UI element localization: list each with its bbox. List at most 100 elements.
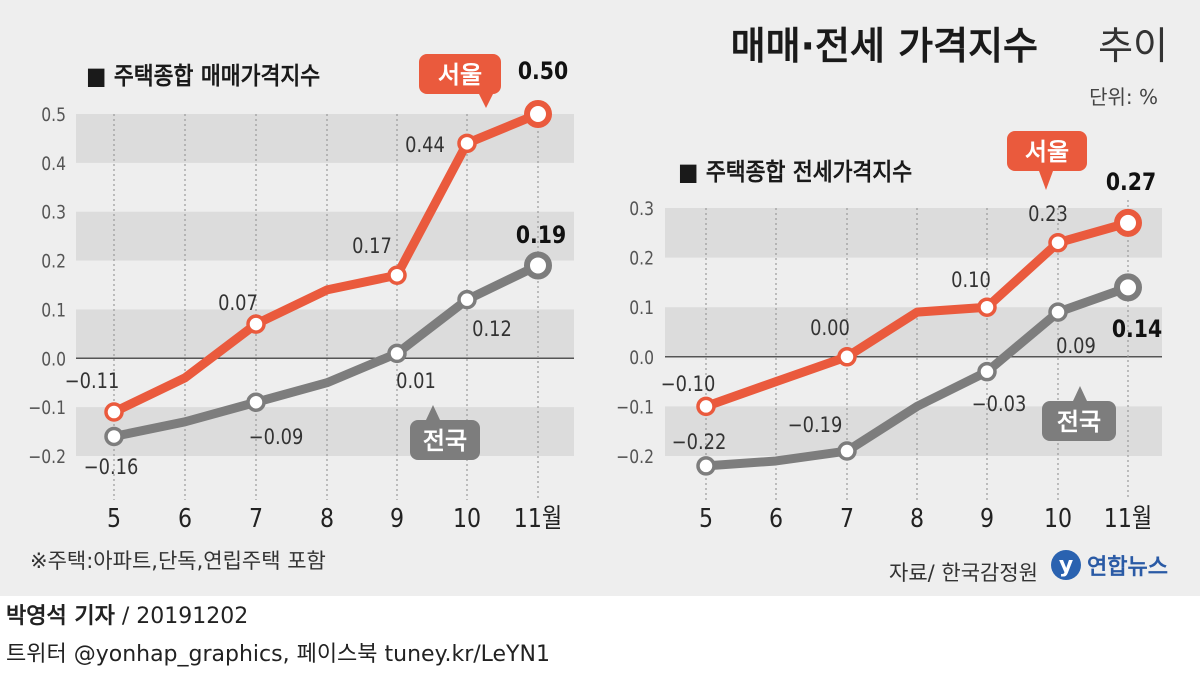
grid-band xyxy=(76,309,574,359)
page-title-bold: 매매·전세 가격지수 xyxy=(731,24,1038,68)
badge-box xyxy=(1042,401,1116,441)
jeonse-price-chart: 0.3 0.2 0.1 0.0 −0.1 −0.2 5 6 7 8 9 10 11월 ■ 주택종합 전세가… xyxy=(616,131,1162,533)
data-point-marker xyxy=(457,133,477,154)
y-tick-label: 0.3 xyxy=(41,202,66,224)
badge-label: 전국 xyxy=(423,427,467,455)
national-badge: 전국 xyxy=(1042,386,1116,441)
seoul-badge: 서울 xyxy=(419,54,501,108)
x-tick-label: 9 xyxy=(390,503,404,533)
badge-label: 서울 xyxy=(438,61,482,89)
y-tick-label: −0.1 xyxy=(28,398,66,420)
y-tick-label: 0.0 xyxy=(629,347,654,369)
grid-band xyxy=(76,211,574,261)
data-label: 0.19 xyxy=(516,221,566,249)
badge-label: 서울 xyxy=(1025,138,1069,166)
data-label: 0.07 xyxy=(218,291,258,316)
data-label: 0.27 xyxy=(1106,168,1156,196)
data-label: 0.17 xyxy=(352,234,392,259)
data-label: 0.10 xyxy=(951,268,991,293)
data-point-marker xyxy=(696,456,716,476)
data-label: 0.44 xyxy=(405,133,445,158)
data-label: 0.14 xyxy=(1112,315,1162,343)
badge-label: 전국 xyxy=(1057,408,1101,436)
x-tick-label: 5 xyxy=(699,503,713,533)
seoul-badge: 서울 xyxy=(1007,131,1087,190)
y-tick-label: 0.0 xyxy=(41,349,66,371)
social-links: 트위터 @yonhap_graphics, 페이스북 tuney.kr/LeYN… xyxy=(6,642,550,667)
source-label: 자료/ 한국감정원 xyxy=(889,561,1038,585)
data-point-marker xyxy=(524,100,552,128)
data-point-marker xyxy=(1048,302,1068,322)
unit-label: 단위: % xyxy=(1089,85,1158,109)
y-tick-label: 0.1 xyxy=(629,298,654,320)
badge-pointer xyxy=(479,94,493,108)
y-tick-label: −0.1 xyxy=(616,397,654,419)
x-tick-label: 8 xyxy=(910,503,924,533)
y-tick-label: −0.2 xyxy=(616,447,654,469)
data-point-marker xyxy=(246,392,266,413)
y-tick-label: 0.2 xyxy=(41,251,66,273)
data-point-marker xyxy=(1048,232,1068,253)
data-point-marker xyxy=(104,402,124,422)
x-tick-label: 6 xyxy=(769,503,783,533)
badge-pointer xyxy=(426,405,440,420)
x-tick-label: 9 xyxy=(980,503,994,533)
data-point-marker xyxy=(977,297,997,317)
byline-date: / 20191202 xyxy=(121,604,249,629)
y-tick-label: 0.2 xyxy=(629,248,654,270)
x-tick-label: 11월 xyxy=(514,503,562,533)
data-point-marker xyxy=(387,343,407,364)
data-point-marker xyxy=(1114,273,1142,302)
badge-box xyxy=(410,420,480,460)
y-tick-label: 0.4 xyxy=(41,153,66,175)
data-label: −0.19 xyxy=(788,413,843,438)
footnote: ※주택:아파트,단독,연립주택 포함 xyxy=(30,549,326,573)
data-point-marker xyxy=(387,265,407,285)
logo-y-glyph: y xyxy=(1059,553,1073,578)
data-point-marker xyxy=(104,426,124,447)
x-tick-label: 11월 xyxy=(1104,503,1152,533)
grid-band xyxy=(76,114,574,163)
data-point-marker xyxy=(524,251,552,280)
national-badge: 전국 xyxy=(410,405,480,460)
y-tick-label: 0.1 xyxy=(41,300,66,322)
data-label: 0.01 xyxy=(396,369,436,394)
x-tick-label: 8 xyxy=(320,503,334,533)
page-title-light: 추이 xyxy=(1098,24,1168,68)
data-label: 0.12 xyxy=(472,317,512,342)
data-point-marker xyxy=(696,396,716,417)
data-label: −0.09 xyxy=(249,425,304,450)
data-point-marker xyxy=(1114,208,1142,237)
logo-text: 연합뉴스 xyxy=(1087,554,1168,580)
x-tick-label: 10 xyxy=(1044,503,1072,533)
data-label: 0.50 xyxy=(518,57,568,85)
data-label: −0.16 xyxy=(84,455,139,480)
x-tick-label: 6 xyxy=(178,503,192,533)
chart-title: ■ 주택종합 매매가격지수 xyxy=(86,63,320,90)
badge-box xyxy=(1007,131,1087,171)
data-point-marker xyxy=(837,347,857,367)
logo-circle-icon xyxy=(1051,550,1081,580)
chart-title: ■ 주택종합 전세가격지수 xyxy=(678,159,912,186)
sale-price-chart: 0.5 0.4 0.3 0.2 0.1 0.0 −0.1 −0.2 5 6 7 8 9 10 11월 ■ 주택… xyxy=(28,54,574,533)
data-label: −0.22 xyxy=(672,430,727,455)
data-point-marker xyxy=(837,441,857,461)
data-point-marker xyxy=(977,361,997,382)
x-tick-label: 7 xyxy=(840,503,854,533)
badge-box xyxy=(419,54,501,94)
y-tick-label: −0.2 xyxy=(28,447,66,469)
x-tick-label: 5 xyxy=(107,503,121,533)
y-tick-label: 0.5 xyxy=(41,105,66,127)
data-point-marker xyxy=(457,289,477,310)
data-point-marker xyxy=(246,314,266,334)
data-label: 0.23 xyxy=(1028,202,1068,227)
data-label: 0.09 xyxy=(1056,334,1096,359)
byline: 박영석 기자 / 20191202 xyxy=(6,598,248,630)
x-tick-label: 10 xyxy=(453,503,481,533)
data-label: 0.00 xyxy=(810,316,850,341)
badge-pointer xyxy=(1073,386,1087,401)
data-label: −0.10 xyxy=(661,372,716,397)
y-tick-label: 0.3 xyxy=(629,199,654,221)
